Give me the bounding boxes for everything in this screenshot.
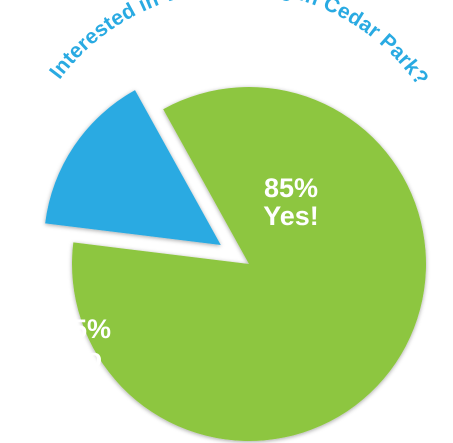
slice-label-yes: 85% Yes! [263, 173, 319, 231]
pie-slice-no [45, 90, 221, 245]
slice-label-no: 15% No [57, 314, 111, 373]
pie-slice-yes [72, 86, 427, 441]
chart-title: Interested in volunteering in Cedar Park… [45, 0, 433, 90]
chart-title-text: Interested in volunteering in Cedar Park… [45, 0, 432, 90]
slice-category-no: No [66, 343, 102, 373]
slice-value-no: 15% [57, 314, 111, 344]
slice-value-yes: 85% [264, 173, 318, 203]
slice-category-yes: Yes! [263, 201, 319, 231]
slices-layer [45, 86, 427, 441]
